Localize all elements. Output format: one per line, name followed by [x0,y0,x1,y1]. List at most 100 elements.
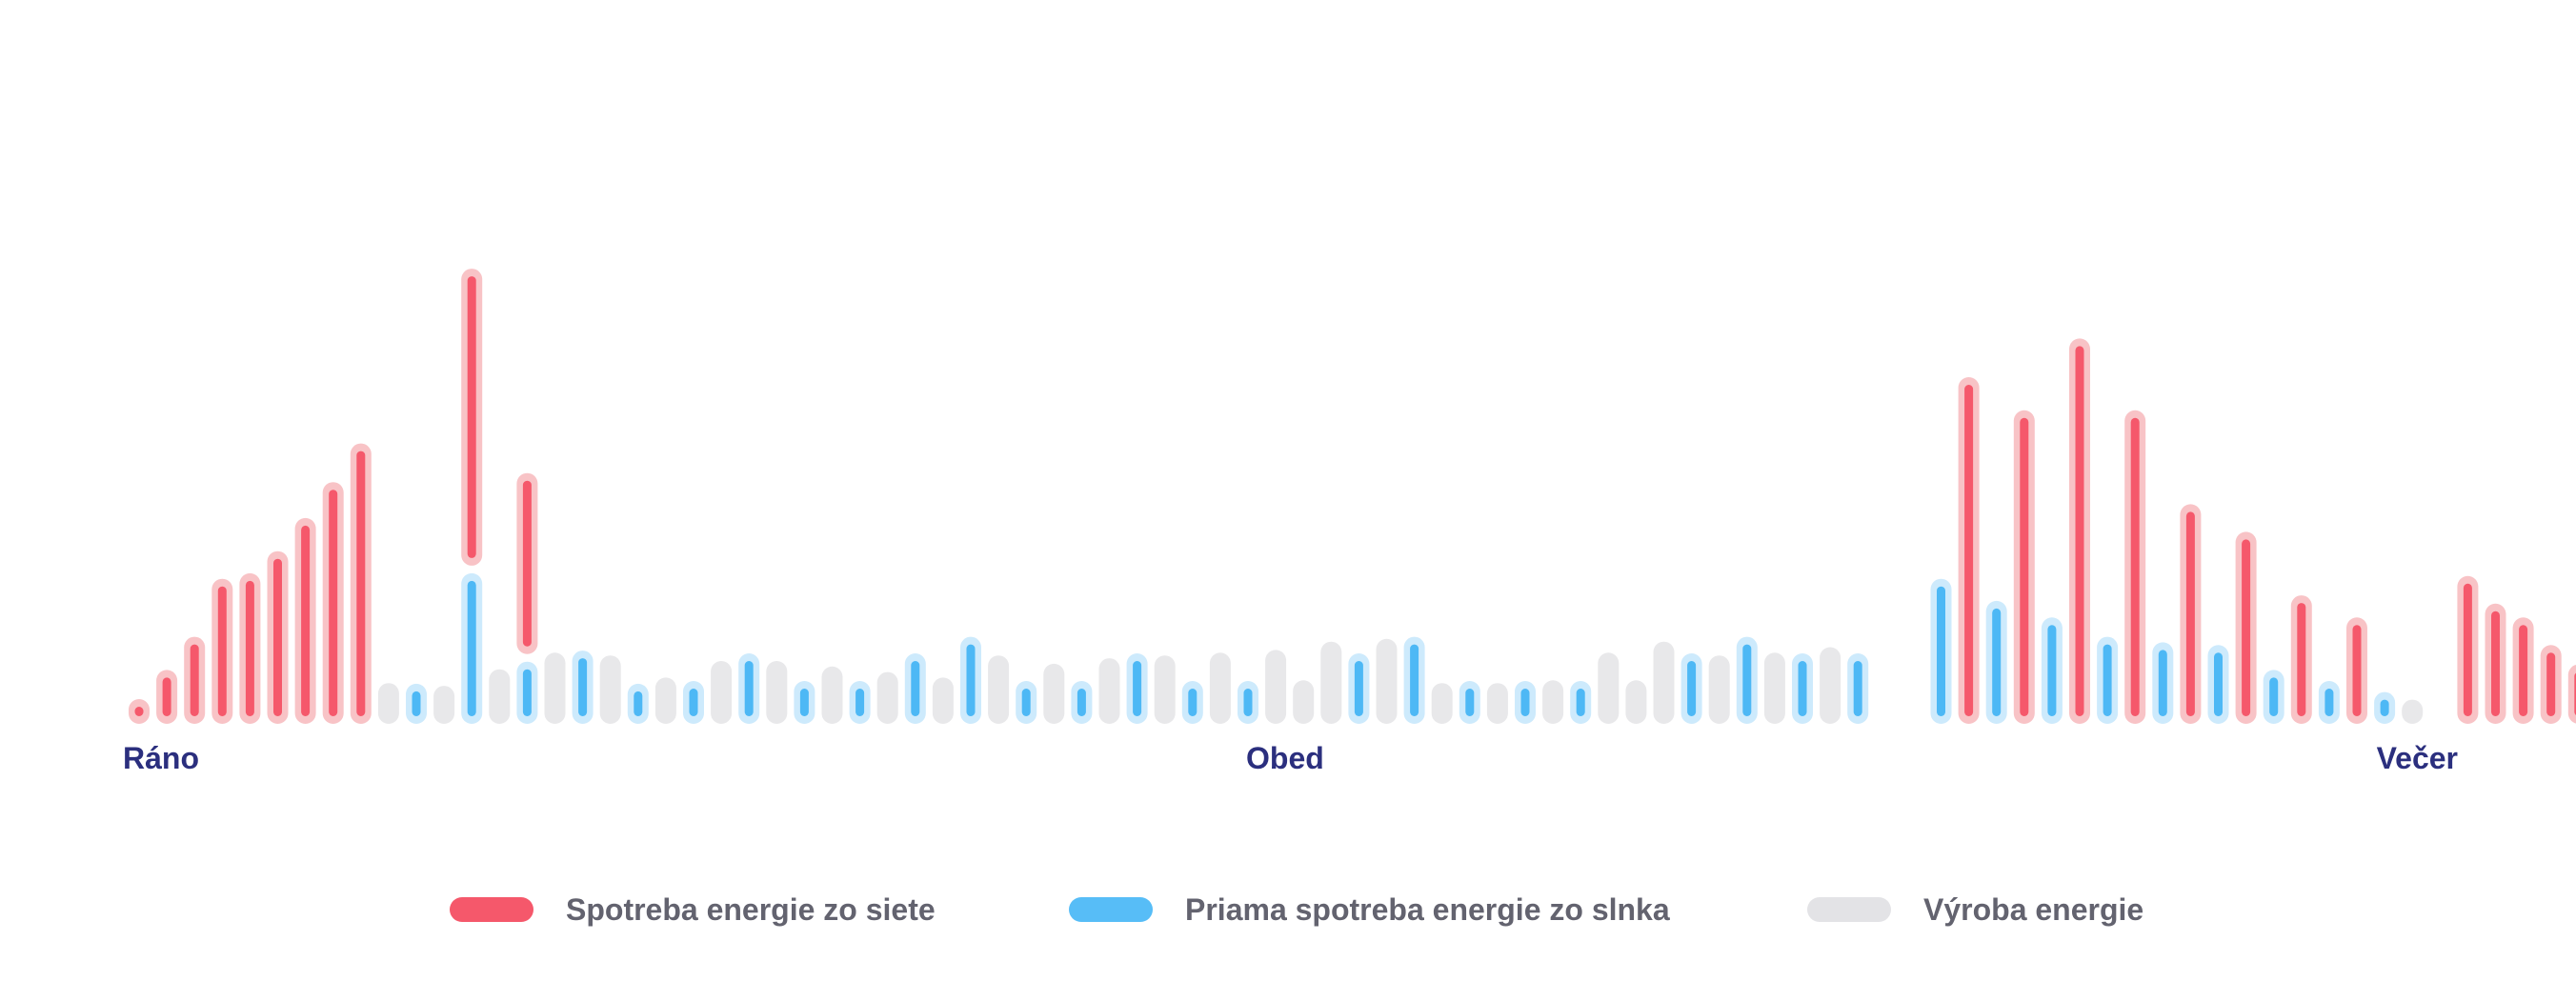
grid-bar [273,558,282,716]
production-bar [1265,650,1287,724]
production-bar [821,666,843,724]
solar-bar [1077,689,1086,716]
production-bar [1431,683,1453,724]
solar-bar [744,661,754,716]
solar-bar [911,661,920,716]
solar-bar [1243,689,1253,716]
grid-bar [522,480,532,647]
solar-bar [467,580,476,716]
solar-bar [412,691,421,716]
grid-bar [2130,417,2140,716]
grid-bar [2020,417,2029,716]
production-bar [1376,638,1398,724]
production-bar [654,677,676,724]
x-label-noon: Obed [1246,741,1324,775]
solar-bar [1576,689,1585,716]
production-bar [1598,652,1620,724]
solar-bar [578,658,588,716]
legend-item-grid: Spotreba energie zo siete [450,886,936,933]
grid-bar [467,276,476,558]
production-bar [377,683,399,724]
grid-bar [1964,385,1974,716]
solar-bar [1133,661,1142,716]
production-bar [988,655,1010,724]
production-bar [711,661,733,724]
production-bar [932,677,954,724]
production-bar [1320,641,1342,724]
grid-bar [134,707,144,716]
grid-bar [2463,583,2472,716]
solar-bar [1188,689,1197,716]
solar-bar [799,689,809,716]
legend-label-grid: Spotreba energie zo siete [566,891,936,927]
x-label-evening: Večer [2376,741,2458,775]
legend-swatch-solar [1069,897,1153,922]
grid-bar-halo [2567,664,2576,724]
grid-bar [329,490,338,716]
grid-bar [2352,625,2362,716]
solar-bar [689,689,698,716]
legend-swatch-grid [450,897,533,922]
grid-bar [217,586,227,716]
grid-bar [2185,511,2195,716]
legend-label-production: Výroba energie [1923,891,2144,927]
production-bar [1154,655,1176,724]
solar-bar [1937,586,1945,716]
production-bar [766,661,788,724]
production-bar [2402,699,2424,724]
production-bar [1098,658,1120,724]
solar-bar [2269,677,2279,716]
solar-bar [1465,689,1475,716]
grid-bar [2297,603,2306,716]
grid-bar [190,644,199,716]
production-bar [1209,652,1231,724]
solar-bar [634,691,643,716]
production-bar [1625,680,1647,724]
solar-bar [1410,644,1419,716]
production-bar [433,686,455,724]
production-bar [1708,655,1730,724]
solar-bar [855,689,865,716]
grid-bar [2075,346,2084,716]
grid-bar [2546,652,2556,716]
grid-bar [162,677,171,716]
solar-bar [1687,661,1697,716]
solar-bar [1992,608,2002,716]
production-bar [1293,680,1315,724]
solar-bar [1021,689,1031,716]
production-bar [1653,641,1675,724]
x-label-morning: Ráno [123,741,199,775]
production-bar [1043,663,1065,724]
production-bar [1486,683,1508,724]
grid-bar [245,580,254,716]
legend-label-solar: Priama spotreba energie zo slnka [1185,891,1670,927]
solar-bar [2103,644,2112,716]
production-bar [544,652,566,724]
grid-bar [2242,539,2251,716]
grid-bar [2519,625,2528,716]
production-bar [489,669,511,724]
legend-swatch-production [1807,897,1891,922]
solar-bar [2158,650,2167,716]
grid-bar [301,525,311,716]
solar-bar [1798,661,1807,716]
solar-bar [966,644,976,716]
production-bar [1763,652,1785,724]
chart-legend: Spotreba energie zo siete Priama spotreb… [0,886,2576,933]
legend-item-production: Výroba energie [1807,886,2143,933]
solar-bar [2324,689,2334,716]
solar-bar [1742,644,1752,716]
solar-bar [1520,689,1530,716]
grid-bar [356,450,366,716]
production-bar [599,655,621,724]
solar-bar [522,669,532,716]
solar-bar [2047,625,2057,716]
solar-bar [2214,652,2223,716]
solar-bar [1354,661,1363,716]
production-bar [876,671,898,724]
production-bar [1542,680,1564,724]
grid-bar [2491,611,2500,716]
solar-bar [2380,699,2389,716]
